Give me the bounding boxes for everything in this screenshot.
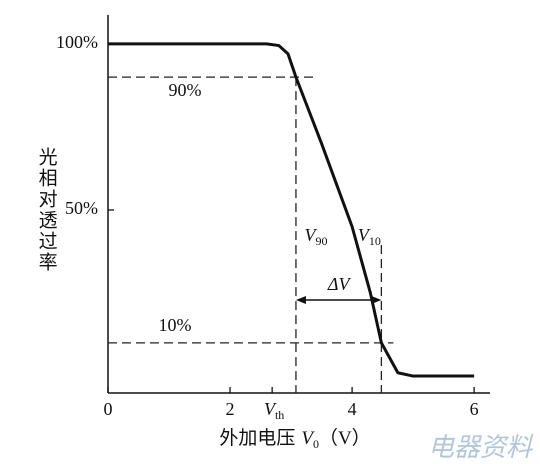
x-tick-label: 6 — [470, 399, 479, 419]
x-tick-label: 0 — [104, 399, 113, 419]
x-label-text: 外加电压 — [219, 427, 295, 449]
v90-label-main: V — [304, 225, 317, 245]
v90-label: V90 — [304, 225, 327, 248]
v10-label-main: V — [358, 225, 371, 245]
level-label: 10% — [159, 315, 192, 335]
v90-label-sub: 90 — [315, 234, 327, 248]
watermark: 电器资料 — [428, 433, 534, 462]
y-tick-label: 100% — [56, 32, 98, 52]
arrow-head — [295, 296, 306, 304]
x-tick-label: 4 — [348, 399, 357, 419]
curve — [108, 42, 475, 378]
level-label: 90% — [169, 80, 202, 100]
vth-label-main: V — [264, 399, 277, 419]
x-label-var: V — [301, 428, 315, 449]
v10-label: V10 — [358, 225, 381, 248]
y-axis-label: 光相对透过率 — [36, 147, 58, 273]
x-label-sub: 0 — [313, 437, 319, 451]
x-tick-label: 2 — [226, 399, 235, 419]
v10-label-sub: 10 — [369, 234, 381, 248]
vth-label-sub: th — [275, 408, 284, 422]
x-axis-label: 外加电压 V0（V） — [219, 427, 370, 450]
x-label-unit: （V） — [319, 427, 371, 449]
y-tick-label: 50% — [65, 198, 98, 218]
vth-label: Vth — [264, 399, 284, 422]
delta-label: ΔV — [327, 274, 352, 294]
